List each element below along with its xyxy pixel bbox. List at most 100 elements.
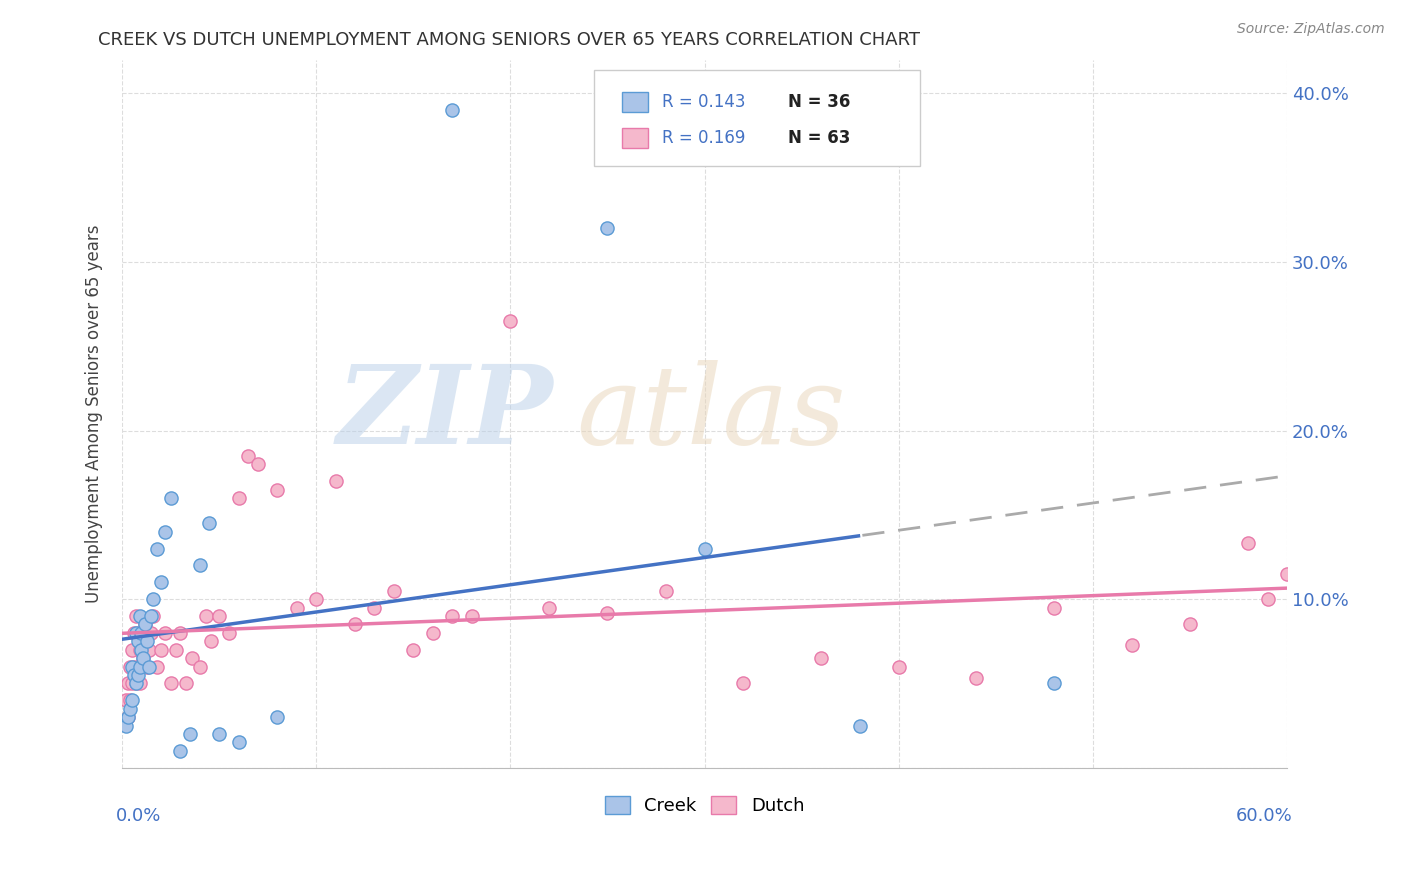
Legend: Creek, Dutch: Creek, Dutch bbox=[598, 789, 811, 822]
Point bbox=[142, 592, 165, 607]
Point bbox=[810, 651, 832, 665]
Point bbox=[188, 558, 211, 573]
Point bbox=[246, 457, 269, 471]
Point bbox=[131, 625, 153, 640]
Point bbox=[128, 609, 150, 624]
Point bbox=[441, 609, 464, 624]
Point bbox=[1237, 536, 1260, 550]
Point bbox=[127, 659, 149, 673]
Point bbox=[122, 659, 145, 673]
Y-axis label: Unemployment Among Seniors over 65 years: Unemployment Among Seniors over 65 years bbox=[86, 225, 103, 603]
Point bbox=[121, 642, 143, 657]
Bar bbox=[621, 92, 648, 112]
Point bbox=[849, 718, 872, 732]
Point bbox=[266, 710, 288, 724]
Point bbox=[141, 625, 163, 640]
Point bbox=[198, 516, 221, 531]
Point bbox=[118, 659, 141, 673]
Point bbox=[654, 583, 676, 598]
Point bbox=[1043, 600, 1066, 615]
Point bbox=[363, 600, 385, 615]
Point bbox=[136, 659, 159, 673]
Point bbox=[460, 609, 482, 624]
Point bbox=[124, 676, 146, 690]
Point bbox=[1121, 638, 1143, 652]
Point bbox=[118, 702, 141, 716]
Point bbox=[124, 625, 146, 640]
Point bbox=[141, 609, 163, 624]
Point bbox=[538, 600, 561, 615]
Point bbox=[169, 625, 191, 640]
FancyBboxPatch shape bbox=[593, 70, 920, 166]
Point bbox=[422, 625, 444, 640]
Point bbox=[131, 634, 153, 648]
Text: 60.0%: 60.0% bbox=[1236, 806, 1294, 824]
Point bbox=[138, 659, 160, 673]
Point bbox=[153, 524, 176, 539]
Point bbox=[218, 625, 240, 640]
Text: ZIP: ZIP bbox=[336, 359, 553, 467]
Point bbox=[208, 609, 231, 624]
Point bbox=[382, 583, 405, 598]
Point bbox=[344, 617, 367, 632]
Point bbox=[127, 668, 149, 682]
Point bbox=[121, 659, 143, 673]
Point bbox=[117, 710, 139, 724]
Text: Source: ZipAtlas.com: Source: ZipAtlas.com bbox=[1237, 22, 1385, 37]
Point bbox=[169, 744, 191, 758]
Bar bbox=[621, 128, 648, 148]
Point bbox=[188, 659, 211, 673]
Point bbox=[131, 642, 153, 657]
Point bbox=[194, 609, 217, 624]
Point bbox=[693, 541, 716, 556]
Point bbox=[149, 575, 172, 590]
Point bbox=[441, 103, 464, 118]
Text: R = 0.143: R = 0.143 bbox=[662, 93, 745, 111]
Point bbox=[146, 541, 169, 556]
Point bbox=[965, 671, 987, 685]
Point bbox=[165, 642, 187, 657]
Point bbox=[136, 634, 159, 648]
Point bbox=[117, 710, 139, 724]
Point bbox=[1178, 617, 1201, 632]
Point bbox=[596, 221, 619, 235]
Point bbox=[115, 718, 138, 732]
Point bbox=[159, 676, 181, 690]
Point bbox=[128, 642, 150, 657]
Point bbox=[128, 676, 150, 690]
Point bbox=[121, 693, 143, 707]
Point bbox=[121, 676, 143, 690]
Point bbox=[887, 659, 910, 673]
Point bbox=[402, 642, 425, 657]
Point bbox=[122, 668, 145, 682]
Point bbox=[733, 676, 755, 690]
Text: N = 36: N = 36 bbox=[787, 93, 851, 111]
Point bbox=[134, 617, 156, 632]
Point bbox=[1043, 676, 1066, 690]
Point bbox=[181, 651, 204, 665]
Text: 0.0%: 0.0% bbox=[117, 806, 162, 824]
Point bbox=[200, 634, 222, 648]
Point bbox=[238, 449, 260, 463]
Point bbox=[228, 491, 250, 505]
Point bbox=[132, 651, 155, 665]
Point bbox=[228, 735, 250, 749]
Point bbox=[128, 659, 150, 673]
Point bbox=[134, 617, 156, 632]
Point bbox=[146, 659, 169, 673]
Point bbox=[138, 642, 160, 657]
Point bbox=[1275, 566, 1298, 581]
Point bbox=[596, 606, 619, 620]
Text: CREEK VS DUTCH UNEMPLOYMENT AMONG SENIORS OVER 65 YEARS CORRELATION CHART: CREEK VS DUTCH UNEMPLOYMENT AMONG SENIOR… bbox=[98, 31, 921, 49]
Point bbox=[149, 642, 172, 657]
Point bbox=[1257, 592, 1279, 607]
Point bbox=[124, 609, 146, 624]
Point bbox=[266, 483, 288, 497]
Point bbox=[142, 609, 165, 624]
Point bbox=[127, 634, 149, 648]
Point bbox=[153, 625, 176, 640]
Point bbox=[115, 693, 138, 707]
Point bbox=[132, 651, 155, 665]
Point bbox=[117, 676, 139, 690]
Text: R = 0.169: R = 0.169 bbox=[662, 129, 745, 147]
